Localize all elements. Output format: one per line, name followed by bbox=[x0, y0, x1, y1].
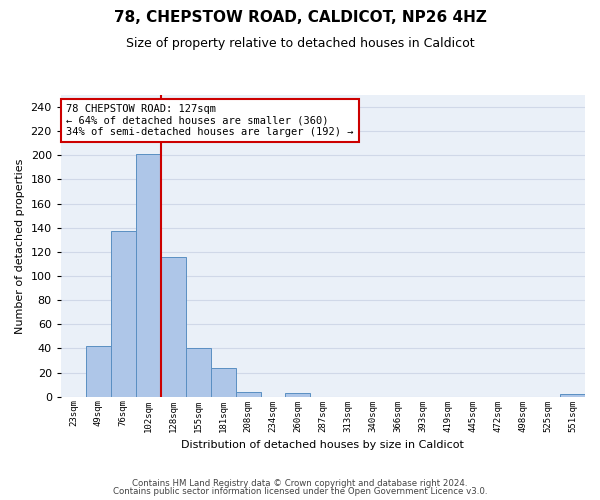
Text: Size of property relative to detached houses in Caldicot: Size of property relative to detached ho… bbox=[125, 38, 475, 51]
Bar bbox=[185, 348, 211, 397]
Bar bbox=[286, 393, 310, 396]
Text: Contains HM Land Registry data © Crown copyright and database right 2024.: Contains HM Land Registry data © Crown c… bbox=[132, 478, 468, 488]
Text: 78, CHEPSTOW ROAD, CALDICOT, NP26 4HZ: 78, CHEPSTOW ROAD, CALDICOT, NP26 4HZ bbox=[113, 10, 487, 25]
Text: Contains public sector information licensed under the Open Government Licence v3: Contains public sector information licen… bbox=[113, 487, 487, 496]
Text: 78 CHEPSTOW ROAD: 127sqm
← 64% of detached houses are smaller (360)
34% of semi-: 78 CHEPSTOW ROAD: 127sqm ← 64% of detach… bbox=[66, 104, 353, 137]
Y-axis label: Number of detached properties: Number of detached properties bbox=[15, 158, 25, 334]
Bar bbox=[136, 154, 161, 396]
Bar bbox=[111, 232, 136, 396]
Bar bbox=[86, 346, 111, 397]
X-axis label: Distribution of detached houses by size in Caldicot: Distribution of detached houses by size … bbox=[181, 440, 464, 450]
Bar bbox=[161, 256, 185, 396]
Bar bbox=[236, 392, 260, 396]
Bar bbox=[560, 394, 585, 396]
Bar bbox=[211, 368, 236, 396]
